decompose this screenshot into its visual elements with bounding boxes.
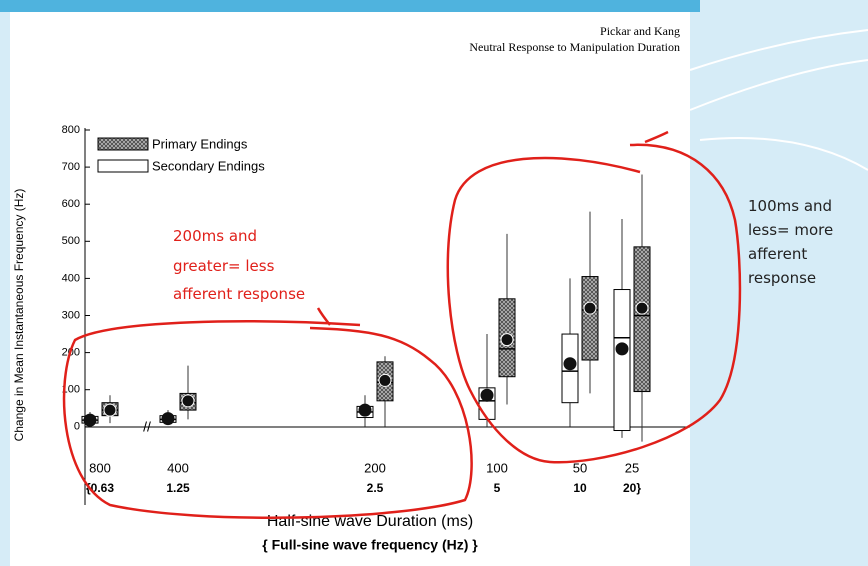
annotation-line: less= more: [748, 221, 833, 239]
mean: [103, 403, 117, 417]
mean: [615, 342, 629, 356]
x-tick-label: 25: [625, 460, 639, 475]
axis-break: //: [143, 419, 151, 435]
x-tick-label: 200: [364, 460, 386, 475]
red-circle: [62, 320, 473, 519]
x-axis-label: Half-sine wave Duration (ms): [267, 513, 473, 530]
x-tick-label-2: 10: [573, 481, 587, 495]
mean: [181, 394, 195, 408]
legend-label: Primary Endings: [152, 136, 248, 151]
red-pointer: [316, 307, 331, 326]
figure-image: [10, 12, 690, 566]
y-tick-label: 100: [62, 384, 80, 396]
mean: [161, 412, 175, 426]
annotation: 100ms and less= more afferent response: [748, 197, 838, 287]
y-tick-label: 500: [62, 235, 80, 247]
annotation-line: greater= less: [173, 257, 275, 275]
mean: [358, 403, 372, 417]
legend-label: Secondary Endings: [152, 158, 265, 173]
plot: 0100200300400500600700800800{0.634001.25…: [62, 124, 651, 495]
annotation-line: afferent response: [173, 285, 305, 303]
decor-swoosh: [689, 29, 868, 171]
header-title: Neutral Response to Manipulation Duratio…: [469, 40, 680, 54]
legend: Primary Endings Secondary Endings: [97, 136, 265, 173]
y-tick-label: 300: [62, 309, 80, 321]
x-tick-label-2: 20}: [623, 481, 641, 495]
x-tick-label-2: 1.25: [166, 481, 190, 495]
x-tick-label-2: 5: [494, 481, 501, 495]
mean: [378, 373, 392, 387]
red-circle: [446, 143, 742, 464]
annotation: 200ms and greater= less afferent respons…: [173, 227, 305, 303]
mean: [635, 301, 649, 315]
mean: [480, 388, 494, 402]
header-authors: Pickar and Kang: [600, 24, 680, 38]
annotation-line: response: [748, 269, 816, 287]
annotation-line: 100ms and: [748, 197, 832, 215]
y-axis-label: Change in Mean Instantaneous Frequency (…: [12, 189, 26, 442]
x-tick-label-2: 2.5: [367, 481, 384, 495]
legend-swatch: [97, 137, 149, 151]
hand-drawn-marks: [62, 130, 742, 519]
box: [633, 246, 651, 393]
legend-swatch: [97, 159, 149, 173]
x-tick-label: 800: [89, 460, 111, 475]
annotation-line: afferent: [748, 245, 807, 263]
mean: [563, 357, 577, 371]
annotation-line: 200ms and: [173, 227, 257, 245]
y-tick-label: 800: [62, 124, 80, 136]
mean: [500, 333, 514, 347]
box: [581, 276, 599, 361]
y-tick-label: 400: [62, 272, 80, 284]
red-pointer: [644, 130, 669, 144]
x-tick-label: 100: [486, 460, 508, 475]
mean: [83, 413, 97, 427]
mean: [583, 301, 597, 315]
y-tick-label: 0: [74, 421, 80, 433]
y-tick-label: 700: [62, 161, 80, 173]
x-axis-label-2: { Full-sine wave frequency (Hz) }: [262, 537, 478, 553]
x-tick-label: 50: [573, 460, 587, 475]
y-tick-label: 600: [62, 198, 80, 210]
top-band: [0, 0, 700, 12]
box: [613, 289, 631, 432]
x-tick-label: 400: [167, 460, 189, 475]
